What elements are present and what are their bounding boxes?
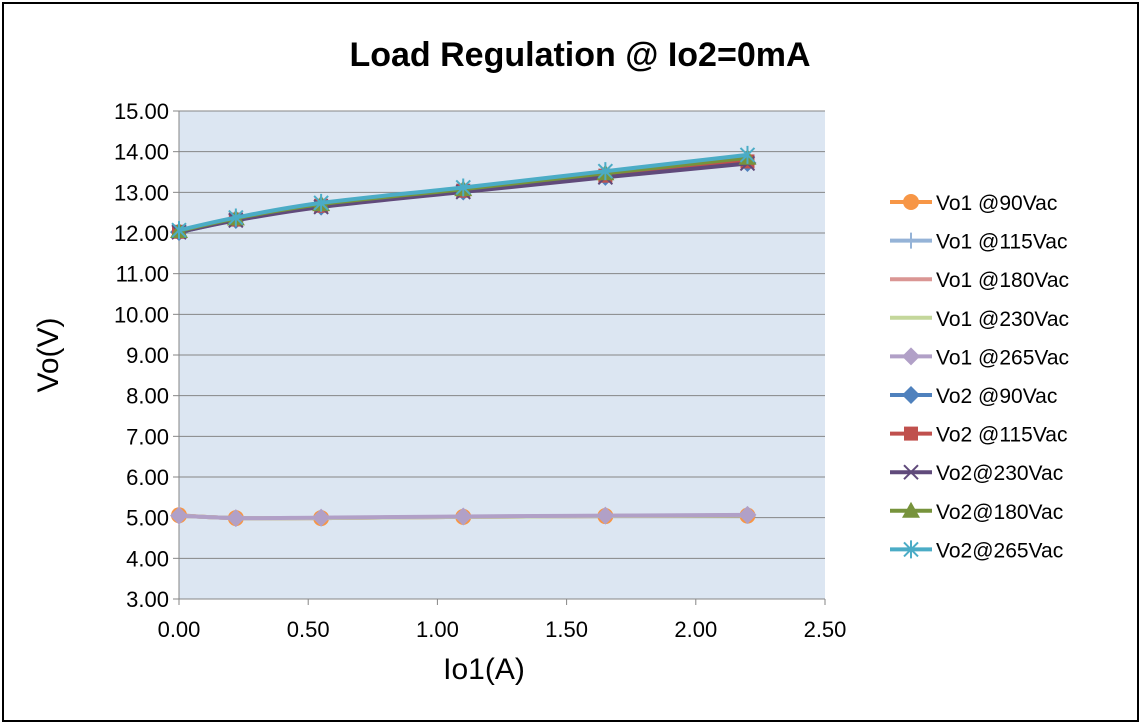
legend-label: Vo1 @115Vac (936, 231, 1067, 254)
data-point (739, 145, 756, 164)
legend-item: Vo2@180Vac (890, 501, 1063, 524)
data-point (228, 208, 244, 227)
data-point (171, 221, 187, 240)
y-tick-label: 15.00 (114, 99, 169, 124)
data-point (313, 193, 329, 212)
y-tick-labels: 15.00 14.00 13.00 12.00 11.00 10.00 9.00 8.00 7.… (114, 99, 169, 612)
data-point (170, 506, 188, 525)
y-tick-label: 5.00 (126, 506, 169, 531)
legend-label: Vo2@230Vac (936, 462, 1063, 485)
legend-marker (904, 426, 918, 441)
data-point (738, 505, 757, 524)
y-tick-label: 8.00 (126, 384, 169, 409)
y-tick-label: 4.00 (126, 546, 169, 571)
data-point (454, 507, 473, 526)
x-tick-label: 2.50 (804, 617, 847, 642)
legend-marker (903, 232, 919, 249)
legend-marker (902, 501, 920, 518)
legend-label: Vo1 @265Vac (936, 346, 1069, 369)
legend-item: Vo1 @90Vac (890, 192, 1057, 215)
legend-marker (903, 540, 919, 559)
x-axis-label: Io1(A) (443, 653, 525, 686)
chart-title: Load Regulation @ Io2=0mA (349, 36, 810, 74)
legend-marker (903, 194, 919, 210)
x-tick-label: 2.00 (674, 617, 717, 642)
y-tick-label: 7.00 (126, 424, 169, 449)
legend-marker (903, 464, 919, 480)
x-tick-label: 1.00 (416, 617, 459, 642)
series-4 (170, 505, 757, 528)
legend-item: Vo2 @90Vac (890, 385, 1057, 408)
legend-label: Vo1 @180Vac (936, 269, 1069, 292)
legend-label: Vo2@180Vac (936, 501, 1063, 524)
y-tick-label: 3.00 (126, 587, 169, 612)
x-tick-label: 0.00 (158, 617, 201, 642)
legend-label: Vo1 @230Vac (936, 308, 1069, 331)
data-point (312, 508, 331, 527)
legend-item: Vo1 @180Vac (890, 269, 1069, 292)
series-9 (171, 145, 756, 240)
data-point (597, 162, 614, 181)
y-tick-label: 11.00 (116, 262, 169, 287)
legend-marker (902, 386, 920, 404)
legend-item: Vo1 @265Vac (890, 346, 1069, 369)
y-tick-label: 6.00 (126, 465, 169, 490)
y-tick-label: 12.00 (114, 221, 169, 246)
y-tick-label: 13.00 (114, 180, 169, 205)
legend-item: Vo2@230Vac (890, 462, 1063, 485)
x-tick-labels: 0.00 0.50 1.00 1.50 2.00 2.50 (158, 617, 847, 642)
y-tick-label: 10.00 (114, 302, 169, 327)
legend-label: Vo2 @90Vac (936, 385, 1057, 408)
x-tick-label: 1.50 (545, 617, 588, 642)
y-axis-label: Vo(V) (32, 317, 65, 392)
legend-label: Vo2@265Vac (936, 539, 1063, 562)
legend-item: Vo1 @230Vac (890, 308, 1069, 331)
legend-label: Vo1 @90Vac (936, 192, 1057, 215)
x-tick-label: 0.50 (287, 617, 330, 642)
data-point (455, 178, 471, 197)
legend-item: Vo2 @115Vac (890, 424, 1067, 447)
data-point (226, 509, 245, 528)
y-tick-label: 9.00 (126, 343, 169, 368)
legend: Vo1 @90Vac Vo1 @115Vac Vo1 @180Vac Vo1 @230… (890, 192, 1069, 562)
legend-marker (902, 347, 920, 366)
legend-item: Vo2@265Vac (890, 539, 1063, 562)
legend-label: Vo2 @115Vac (936, 424, 1067, 447)
data-point (596, 506, 615, 525)
series-group (170, 145, 757, 528)
legend-item: Vo1 @115Vac (890, 231, 1067, 254)
y-tick-label: 14.00 (114, 140, 169, 165)
